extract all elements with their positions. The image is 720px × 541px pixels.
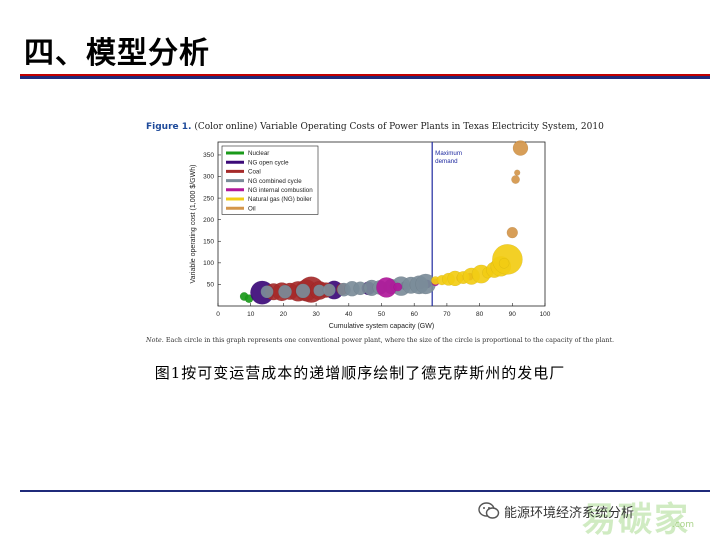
y-tick-label: 300 <box>203 174 214 181</box>
figure-caption: Figure 1. (Color online) Variable Operat… <box>146 122 604 132</box>
slide-caption: 图1按可变运营成本的递增顺序绘制了德克萨斯州的发电厂 <box>154 364 566 382</box>
cost-scatter-chart: 0 10 20 30 40 50 60 70 80 90 100 50 100 150 200 250 300 3… <box>190 140 551 330</box>
legend-label: Nuclear <box>248 150 269 157</box>
max-demand-label: Maximum <box>435 150 462 157</box>
figure-title: (Color online) Variable Operating Costs … <box>194 122 604 132</box>
brand-text: 能源环境经济系统分析 <box>504 506 635 521</box>
x-tick-label: 90 <box>509 311 517 318</box>
data-point-6 <box>511 175 520 184</box>
brand-domain: .com <box>671 520 694 530</box>
title-underline-accent <box>20 74 710 76</box>
x-axis-label: Cumulative system capacity (GW) <box>329 323 434 330</box>
legend-label: NG combined cycle <box>248 178 302 185</box>
data-point-6 <box>514 169 521 176</box>
data-point-3 <box>295 283 311 299</box>
y-tick-label: 200 <box>203 217 214 224</box>
x-tick-label: 40 <box>345 311 353 318</box>
y-tick-label: 100 <box>203 260 214 267</box>
legend-label: Coal <box>248 169 261 176</box>
slide-title: 四、模型分析 <box>24 36 210 71</box>
x-tick-label: 80 <box>476 311 484 318</box>
data-point-6 <box>506 227 518 239</box>
wechat-icon <box>478 502 500 519</box>
y-tick-label: 50 <box>207 282 215 289</box>
data-point-6 <box>512 140 529 156</box>
figure-note-label: Note. <box>146 336 164 344</box>
x-tick-label: 10 <box>247 311 255 318</box>
legend-label: NG internal combustion <box>248 187 313 194</box>
figure-label: Figure 1. <box>146 122 192 132</box>
max-demand-label: demand <box>435 158 458 165</box>
data-point-5 <box>498 258 510 269</box>
x-tick-label: 70 <box>443 311 451 318</box>
figure-note: Note. Each circle in this graph represen… <box>146 336 614 344</box>
brand-watermark: 易碳家 <box>582 500 690 540</box>
x-tick-label: 50 <box>378 311 386 318</box>
legend-label: Natural gas (NG) boiler <box>248 196 312 203</box>
y-tick-label: 350 <box>203 152 214 159</box>
y-tick-label: 250 <box>203 195 214 202</box>
data-point-3 <box>260 285 274 299</box>
figure-note-text: Each circle in this graph represents one… <box>165 336 615 344</box>
data-point-4 <box>393 282 403 292</box>
x-tick-label: 60 <box>411 311 419 318</box>
data-point-5 <box>492 244 523 275</box>
x-tick-label: 30 <box>312 311 320 318</box>
footer-rule <box>20 490 710 492</box>
title-underline <box>20 76 710 79</box>
x-tick-label: 20 <box>280 311 288 318</box>
x-tick-label: 100 <box>540 311 551 318</box>
data-point-4 <box>376 277 397 298</box>
legend-label: NG open cycle <box>248 159 289 166</box>
y-tick-label: 150 <box>203 238 214 245</box>
brand-block: 易碳家 能源环境经济系统分析 .com <box>478 498 710 540</box>
data-point-3 <box>278 284 292 299</box>
y-axis-label: Variable operating cost (1,000 $/GWh) <box>190 165 197 284</box>
legend-label: Oil <box>248 205 256 212</box>
data-point-3 <box>322 283 336 297</box>
x-tick-label: 0 <box>216 311 220 318</box>
